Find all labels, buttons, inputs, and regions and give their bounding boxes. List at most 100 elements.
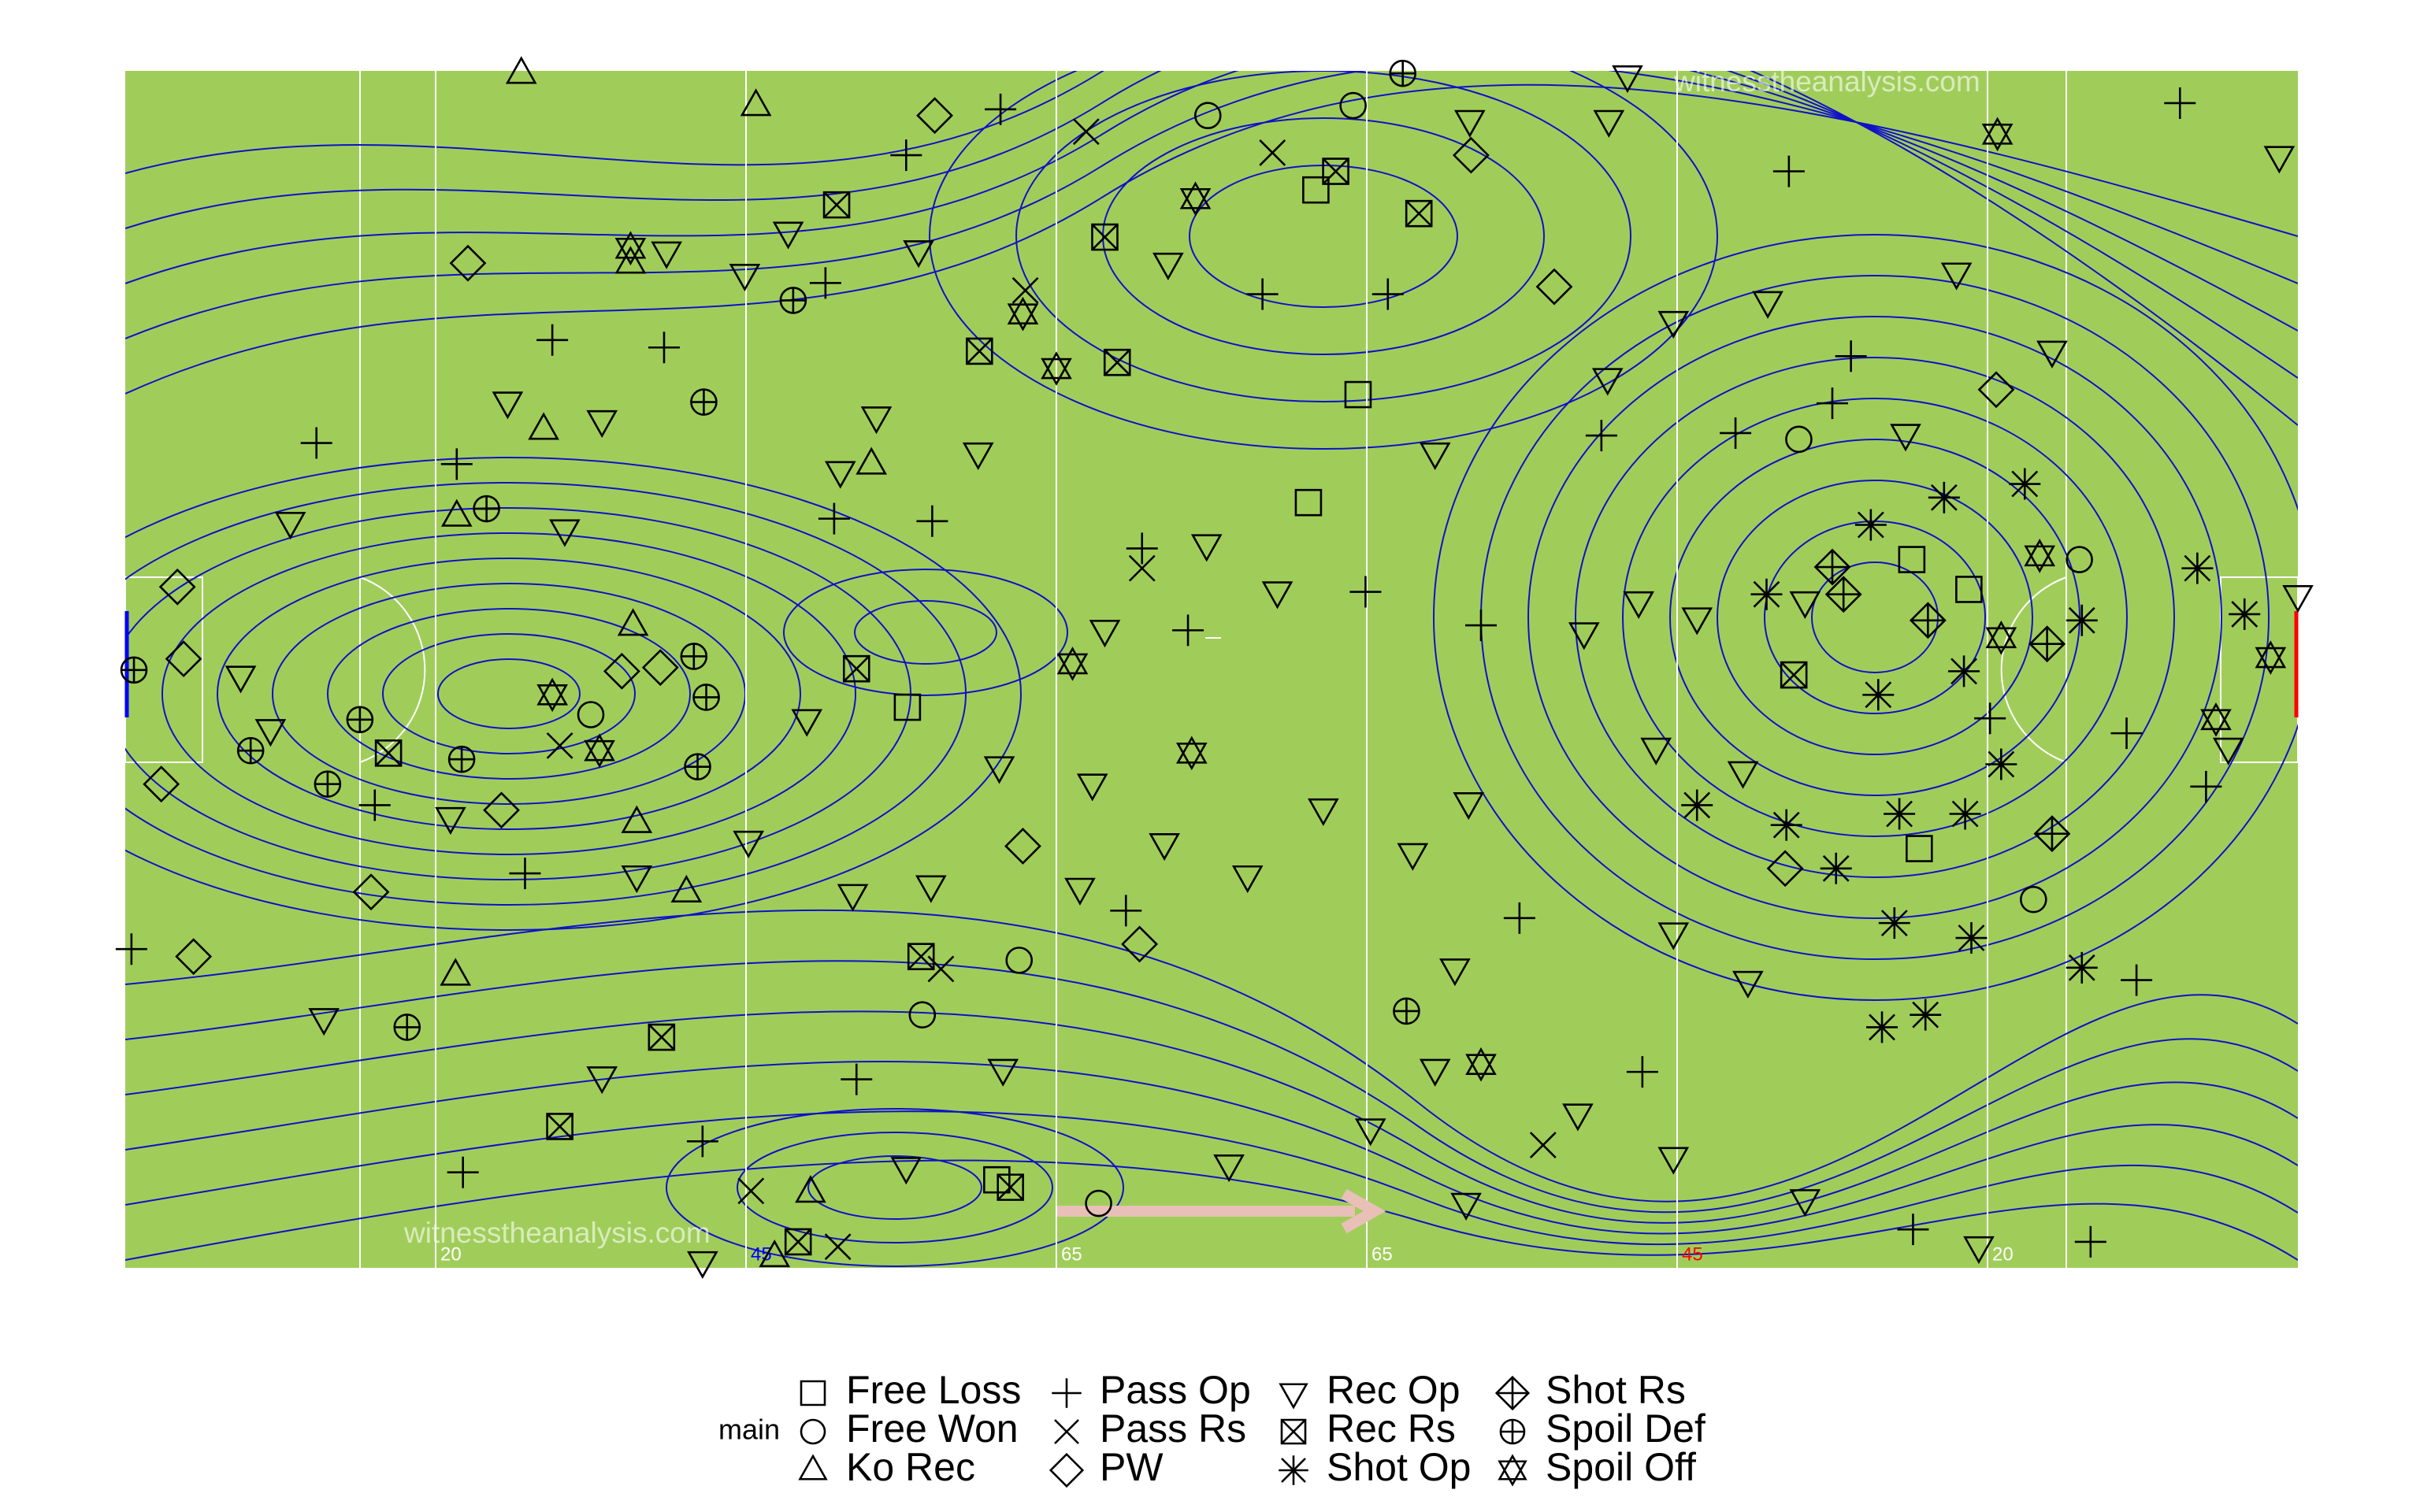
contour	[125, 71, 2298, 379]
point	[274, 512, 306, 540]
point	[1593, 109, 1625, 138]
legend-key	[1279, 1455, 1308, 1485]
point	[1591, 368, 1624, 396]
point	[1152, 252, 1184, 280]
point	[1906, 835, 1933, 862]
point	[1172, 614, 1204, 647]
point	[447, 745, 476, 773]
point	[1789, 591, 1821, 620]
contour	[125, 1061, 2298, 1235]
contour	[327, 608, 691, 780]
legend-label: Rec Op	[1327, 1368, 1461, 1412]
point	[2036, 340, 2068, 369]
point	[473, 495, 500, 523]
point	[818, 502, 850, 535]
point	[346, 706, 374, 734]
point	[1072, 118, 1100, 146]
point	[1681, 789, 1713, 821]
point	[2028, 625, 2066, 663]
x-tick-label: 45	[751, 1243, 772, 1265]
point	[1612, 65, 1643, 94]
legend-label: Pass Op	[1100, 1368, 1251, 1412]
point	[2074, 1225, 2106, 1258]
point	[1453, 792, 1485, 821]
legend-key	[1494, 1375, 1531, 1411]
contour	[1717, 480, 2033, 755]
point	[1963, 1236, 1995, 1265]
point	[1866, 1011, 1899, 1043]
point	[225, 665, 257, 694]
contour	[929, 71, 1718, 450]
x-tick-label: 20	[1992, 1243, 2014, 1265]
x-tick-label: 45	[1682, 1243, 1703, 1265]
contour	[783, 569, 1068, 696]
point	[1149, 833, 1180, 862]
point	[1862, 679, 1895, 711]
point	[1103, 348, 1131, 376]
x-tick-label: 65	[1371, 1243, 1393, 1265]
direction-arrow-head	[1341, 1188, 1386, 1234]
x-tick-label: 20	[440, 1243, 462, 1265]
point	[577, 701, 605, 728]
point	[1657, 922, 1690, 951]
point	[908, 1001, 937, 1028]
contour	[1575, 357, 2175, 878]
point	[1562, 1103, 1594, 1132]
point	[617, 608, 649, 636]
point	[1056, 647, 1089, 681]
point	[115, 933, 147, 965]
point	[2282, 584, 2314, 613]
point	[860, 406, 893, 435]
point	[915, 875, 947, 903]
point	[1897, 1214, 1929, 1246]
point	[614, 246, 647, 274]
point	[1732, 970, 1764, 999]
point	[1175, 736, 1208, 771]
point	[1780, 661, 1808, 689]
point	[648, 1023, 676, 1051]
point	[687, 1251, 718, 1279]
point	[175, 938, 213, 976]
point	[1349, 576, 1382, 608]
contour	[1622, 398, 2128, 837]
legend-label: Shot Op	[1327, 1445, 1471, 1489]
point	[1110, 895, 1142, 927]
point	[1371, 278, 1404, 310]
point	[1623, 591, 1654, 620]
point	[791, 709, 823, 737]
point	[2009, 468, 2041, 500]
point	[2263, 146, 2296, 174]
point	[254, 719, 287, 747]
point	[1835, 340, 1867, 372]
contour	[1811, 561, 1939, 673]
point	[1770, 809, 1802, 841]
point	[1121, 925, 1159, 963]
arc	[359, 576, 426, 763]
contour	[125, 960, 2298, 1214]
legend-label: Spoil Off	[1546, 1445, 1696, 1489]
legend-key	[1499, 1418, 1526, 1445]
point	[983, 1166, 1011, 1194]
point	[1750, 578, 1783, 610]
contour	[125, 909, 2298, 1203]
legend-label: Pass Rs	[1100, 1406, 1246, 1451]
point	[1878, 907, 1910, 939]
point	[1640, 737, 1672, 765]
legend-key	[1049, 1452, 1085, 1488]
point	[586, 410, 618, 439]
point	[1344, 380, 1372, 409]
point	[670, 874, 703, 903]
point	[1727, 761, 1759, 789]
point	[1464, 610, 1497, 642]
point	[1339, 91, 1367, 120]
point	[614, 231, 647, 266]
point	[1898, 546, 1926, 573]
point	[1974, 702, 2006, 735]
point	[648, 332, 680, 364]
point	[492, 391, 524, 420]
legend-key	[1280, 1418, 1307, 1445]
contour	[1527, 316, 2222, 919]
point	[1772, 155, 1805, 187]
density-contours	[125, 71, 2298, 1267]
point	[1064, 877, 1096, 906]
